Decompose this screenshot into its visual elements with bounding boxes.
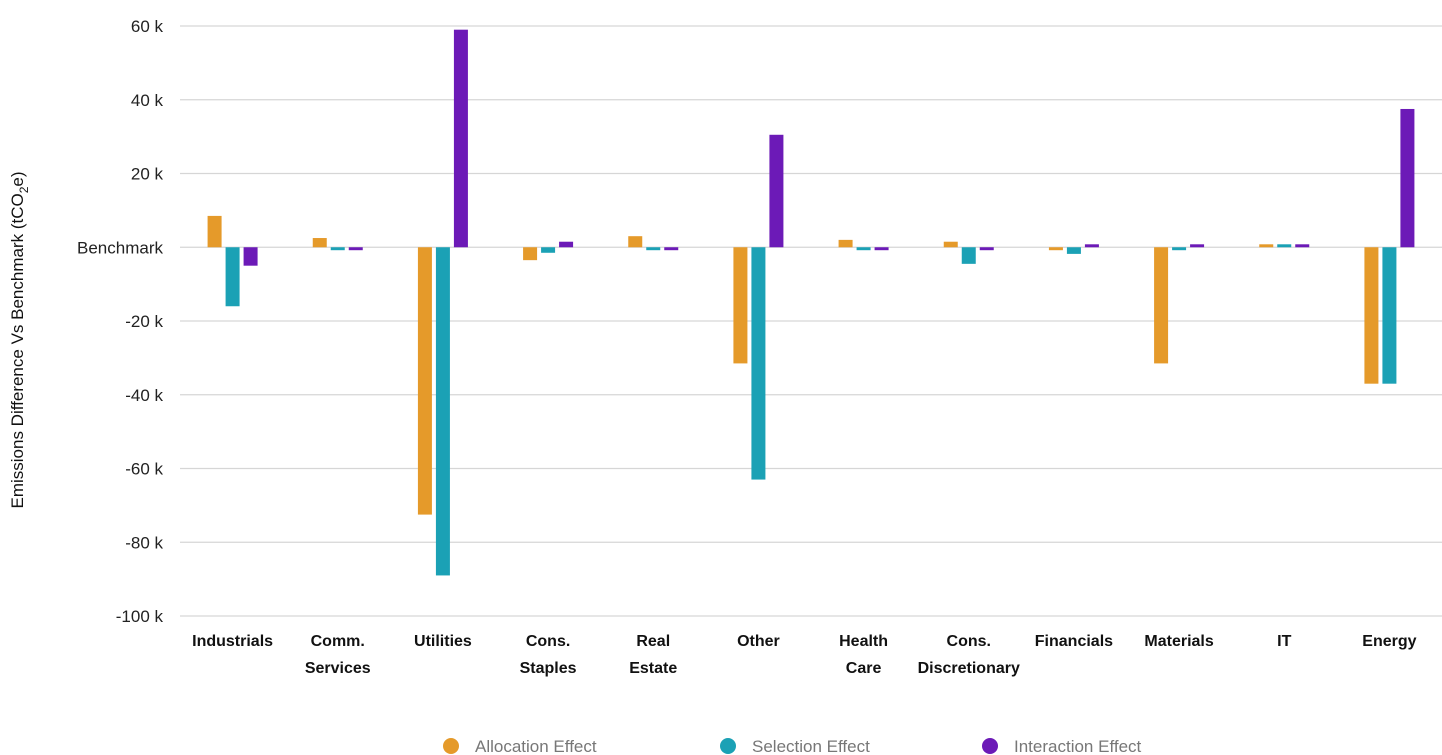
bar — [225, 247, 240, 307]
bar — [1084, 244, 1099, 248]
bar — [523, 247, 538, 261]
bar — [1382, 247, 1397, 384]
x-tick-label-line: Utilities — [414, 633, 472, 650]
bar — [664, 247, 679, 251]
bar — [1259, 244, 1274, 248]
x-axis-ticks: Industrials Comm. Services Utilities Cons. St… — [192, 633, 1417, 677]
bar — [751, 247, 766, 480]
bar — [874, 247, 889, 251]
legend-label: Allocation Effect — [475, 737, 597, 755]
x-tick-label-line: Estate — [629, 660, 677, 677]
x-tick-label: Utilities — [414, 633, 472, 650]
x-tick-label-line: Services — [305, 660, 371, 677]
bar — [733, 247, 748, 364]
y-axis-label-subscript: 2 — [17, 186, 31, 193]
bar — [1277, 244, 1292, 248]
x-tick-label-line: Financials — [1035, 633, 1113, 650]
bar — [207, 215, 222, 248]
y-tick-label: -100 k — [116, 607, 164, 626]
x-tick-label: Health Care — [839, 633, 888, 677]
x-tick-label: Cons. Discretionary — [918, 633, 1020, 677]
bar — [943, 241, 958, 248]
bar — [1190, 244, 1205, 248]
bar — [330, 247, 345, 251]
legend-item: Selection Effect — [720, 737, 870, 755]
x-tick-label: Real Estate — [629, 633, 677, 677]
bar — [1172, 247, 1187, 251]
bar — [646, 247, 661, 251]
x-tick-label-line: Comm. — [311, 633, 365, 650]
bar — [979, 247, 994, 251]
bar — [417, 247, 432, 515]
bar — [541, 247, 556, 253]
bar — [348, 247, 363, 251]
bar — [1364, 247, 1379, 384]
bar — [1154, 247, 1169, 364]
x-tick-label-line: Other — [737, 633, 780, 650]
bar — [243, 247, 258, 266]
y-tick-label: -20 k — [125, 312, 163, 331]
x-tick-label: Materials — [1144, 633, 1213, 650]
bar — [453, 29, 468, 248]
y-tick-label: -60 k — [125, 460, 163, 479]
x-tick-label: Industrials — [192, 633, 273, 650]
bar — [769, 134, 784, 248]
x-tick-label-line: Real — [636, 633, 670, 650]
legend-marker — [443, 738, 459, 754]
x-tick-label: Financials — [1035, 633, 1113, 650]
bar — [628, 236, 643, 248]
legend-label: Selection Effect — [752, 737, 870, 755]
x-tick-label: IT — [1277, 633, 1291, 650]
legend-item: Interaction Effect — [982, 737, 1142, 755]
x-tick-label-line: Care — [846, 660, 882, 677]
bar — [1066, 247, 1081, 254]
bar — [1400, 108, 1415, 248]
bar — [559, 241, 574, 248]
x-tick-label-line: Energy — [1362, 633, 1416, 650]
y-tick-label: 60 k — [131, 17, 164, 36]
bar — [312, 238, 327, 248]
x-tick-label-line: Materials — [1144, 633, 1213, 650]
bar — [856, 247, 871, 251]
x-tick-label: Other — [737, 633, 780, 650]
legend-item: Allocation Effect — [443, 737, 597, 755]
legend-marker — [982, 738, 998, 754]
x-tick-label: Cons. Staples — [520, 633, 577, 677]
bar — [1295, 244, 1310, 248]
y-axis-label: Emissions Difference Vs Benchmark (tCO2e… — [8, 171, 31, 508]
y-axis-ticks: 60 k 40 k 20 k Benchmark -20 k -40 k -60 k -80 … — [77, 17, 163, 626]
bar — [435, 247, 450, 576]
gridlines — [180, 25, 1442, 617]
bar — [1048, 247, 1063, 251]
x-tick-label-line: Cons. — [526, 633, 570, 650]
bar — [961, 247, 976, 264]
y-axis-label-main: Emissions Difference Vs Benchmark (tCO — [8, 193, 27, 508]
y-tick-label: Benchmark — [77, 238, 163, 257]
x-tick-label: Comm. Services — [305, 633, 371, 677]
legend: Allocation Effect Selection Effect Interac… — [443, 737, 1142, 755]
y-tick-label: 40 k — [131, 91, 164, 110]
bars — [207, 29, 1415, 576]
x-tick-label-line: Health — [839, 633, 888, 650]
x-tick-label-line: IT — [1277, 633, 1291, 650]
y-tick-label: -80 k — [125, 533, 163, 552]
y-tick-label: 20 k — [131, 165, 164, 184]
legend-marker — [720, 738, 736, 754]
y-tick-label: -40 k — [125, 386, 163, 405]
x-tick-label: Energy — [1362, 633, 1416, 650]
legend-label: Interaction Effect — [1014, 737, 1142, 755]
x-tick-label-line: Staples — [520, 660, 577, 677]
x-tick-label-line: Discretionary — [918, 660, 1020, 677]
bar — [838, 239, 853, 248]
y-axis-label-tail: e) — [8, 171, 27, 186]
x-tick-label-line: Cons. — [947, 633, 991, 650]
x-tick-label-line: Industrials — [192, 633, 273, 650]
